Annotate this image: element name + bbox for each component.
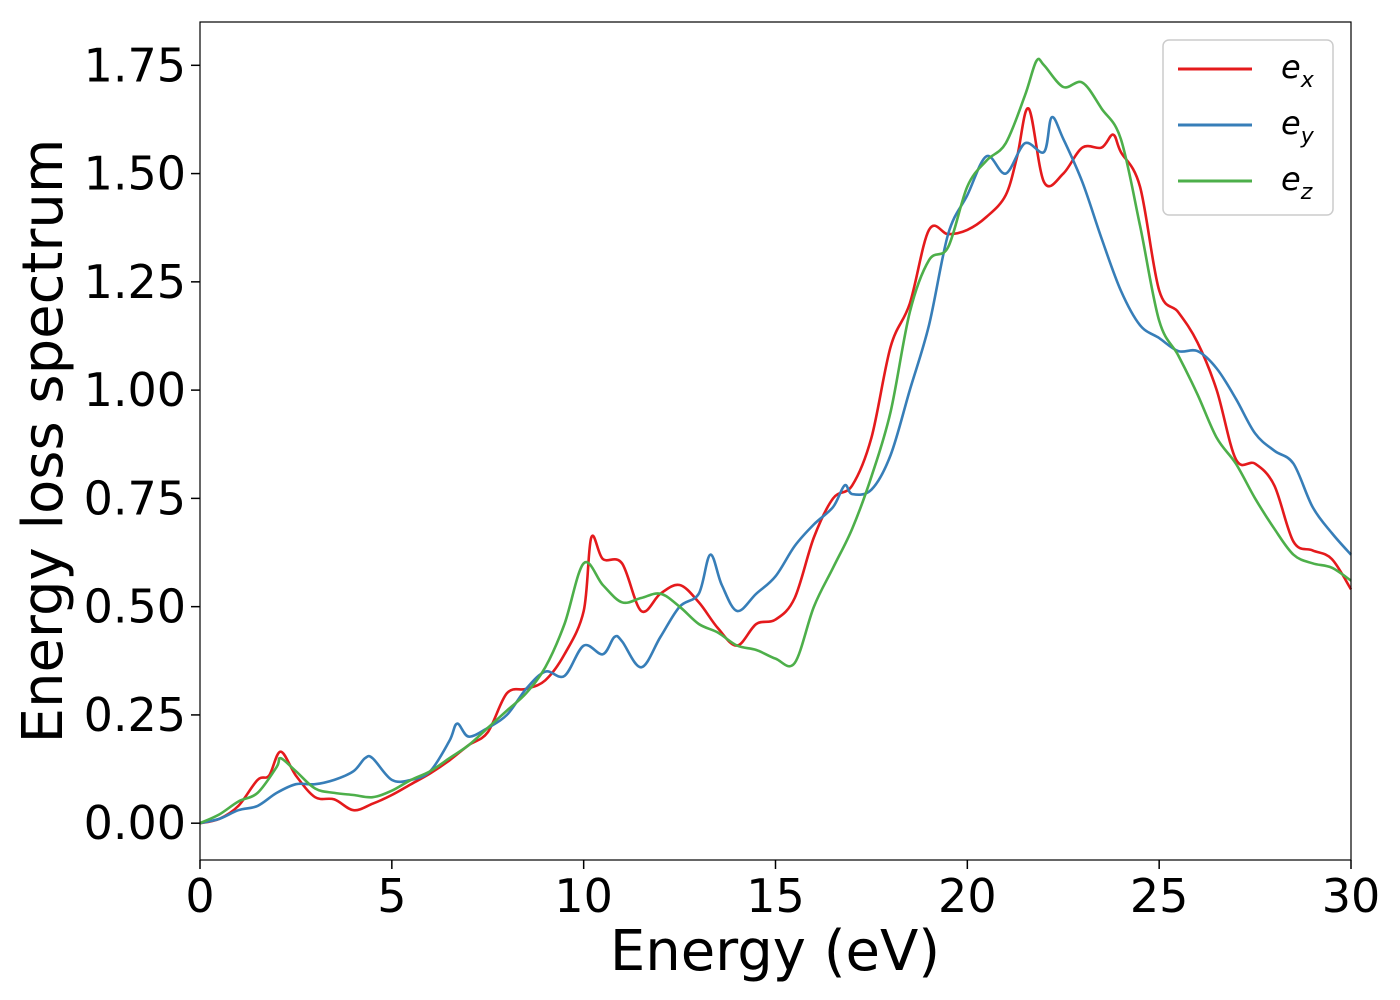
x-axis-ticks: 0 5 10 15 20 25 30 <box>185 860 1380 923</box>
y-tick-label: 1.75 <box>84 38 186 92</box>
plot-area <box>199 21 1353 861</box>
legend-box <box>1162 39 1334 216</box>
y-tick-label: 1.25 <box>84 255 186 309</box>
y-tick-label: 0.50 <box>84 580 186 634</box>
x-tick-label: 30 <box>1322 869 1381 923</box>
y-tick-label: 0.00 <box>84 796 186 850</box>
legend-label-ex: ex <box>1281 48 1315 93</box>
series-line-ez <box>199 57 1352 825</box>
y-axis-label: Energy loss spectrum <box>11 139 76 744</box>
x-tick-label: 10 <box>554 869 613 923</box>
x-tick-label: 5 <box>377 869 406 923</box>
x-tick-label: 0 <box>185 869 214 923</box>
y-tick-label: 1.50 <box>84 147 186 201</box>
series-line-ex <box>199 107 1353 825</box>
y-tick-label: 1.00 <box>84 363 186 417</box>
x-tick-label: 20 <box>938 869 997 923</box>
x-axis-label: Energy (eV) <box>610 919 940 984</box>
series-line-ey <box>199 115 1352 825</box>
legend-label-ey: ey <box>1281 104 1315 149</box>
y-tick-label: 0.75 <box>84 471 186 525</box>
x-tick-label: 15 <box>746 869 805 923</box>
legend-label-ez: ez <box>1281 160 1313 205</box>
legend: ex ey ez <box>1162 39 1334 216</box>
y-axis-ticks: 0.00 0.25 0.50 0.75 1.00 1.25 1.50 1.75 <box>84 38 200 850</box>
y-tick-label: 0.25 <box>84 688 186 742</box>
series-layer <box>199 57 1353 825</box>
x-tick-label: 25 <box>1130 869 1189 923</box>
